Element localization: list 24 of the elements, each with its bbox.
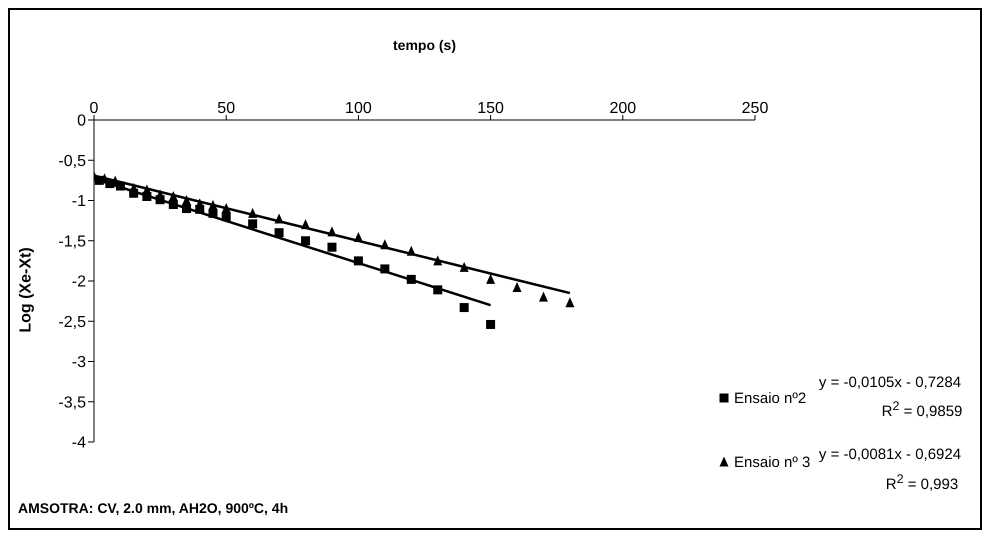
y-tick-label: -3,5 — [58, 394, 86, 412]
y-tick-label: -0,5 — [58, 152, 86, 170]
y-tick-label: -4 — [72, 434, 86, 452]
text: R$^{2}$ = 0,993 — [886, 472, 958, 493]
x-axis-title: tempo (s) — [393, 37, 456, 53]
y-axis-title: Log (Xe-Xt) — [18, 247, 36, 333]
legend-label: Ensaio nº 3 — [734, 454, 810, 470]
y-tick-label: -1 — [72, 193, 86, 210]
y-tick-label: 0 — [77, 112, 86, 130]
text: y = -0,0105x - 0,7284 — [818, 374, 962, 391]
x-tick-label: 250 — [742, 100, 768, 117]
text: y = -0,0081x - 0,6924 — [818, 446, 962, 463]
x-tick-label: 0 — [90, 100, 99, 117]
legend-label: Ensaio nº2 — [734, 390, 806, 406]
x-tick-label: 200 — [609, 100, 636, 117]
text: R$^{2}$ = 0,9859 — [882, 399, 962, 420]
y-tick-label: -3 — [72, 354, 86, 372]
y-tick-label: -2 — [72, 274, 86, 291]
x-tick-label: 50 — [217, 100, 236, 117]
x-tick-label: 100 — [345, 100, 372, 117]
x-tick-label: 150 — [477, 100, 504, 117]
y-tick-label: -2,5 — [58, 314, 86, 331]
y-tick-label: -1,5 — [58, 233, 86, 250]
text: AMSOTRA: CV, 2.0 mm, AH2O, 900ºC, 4h — [18, 500, 288, 516]
